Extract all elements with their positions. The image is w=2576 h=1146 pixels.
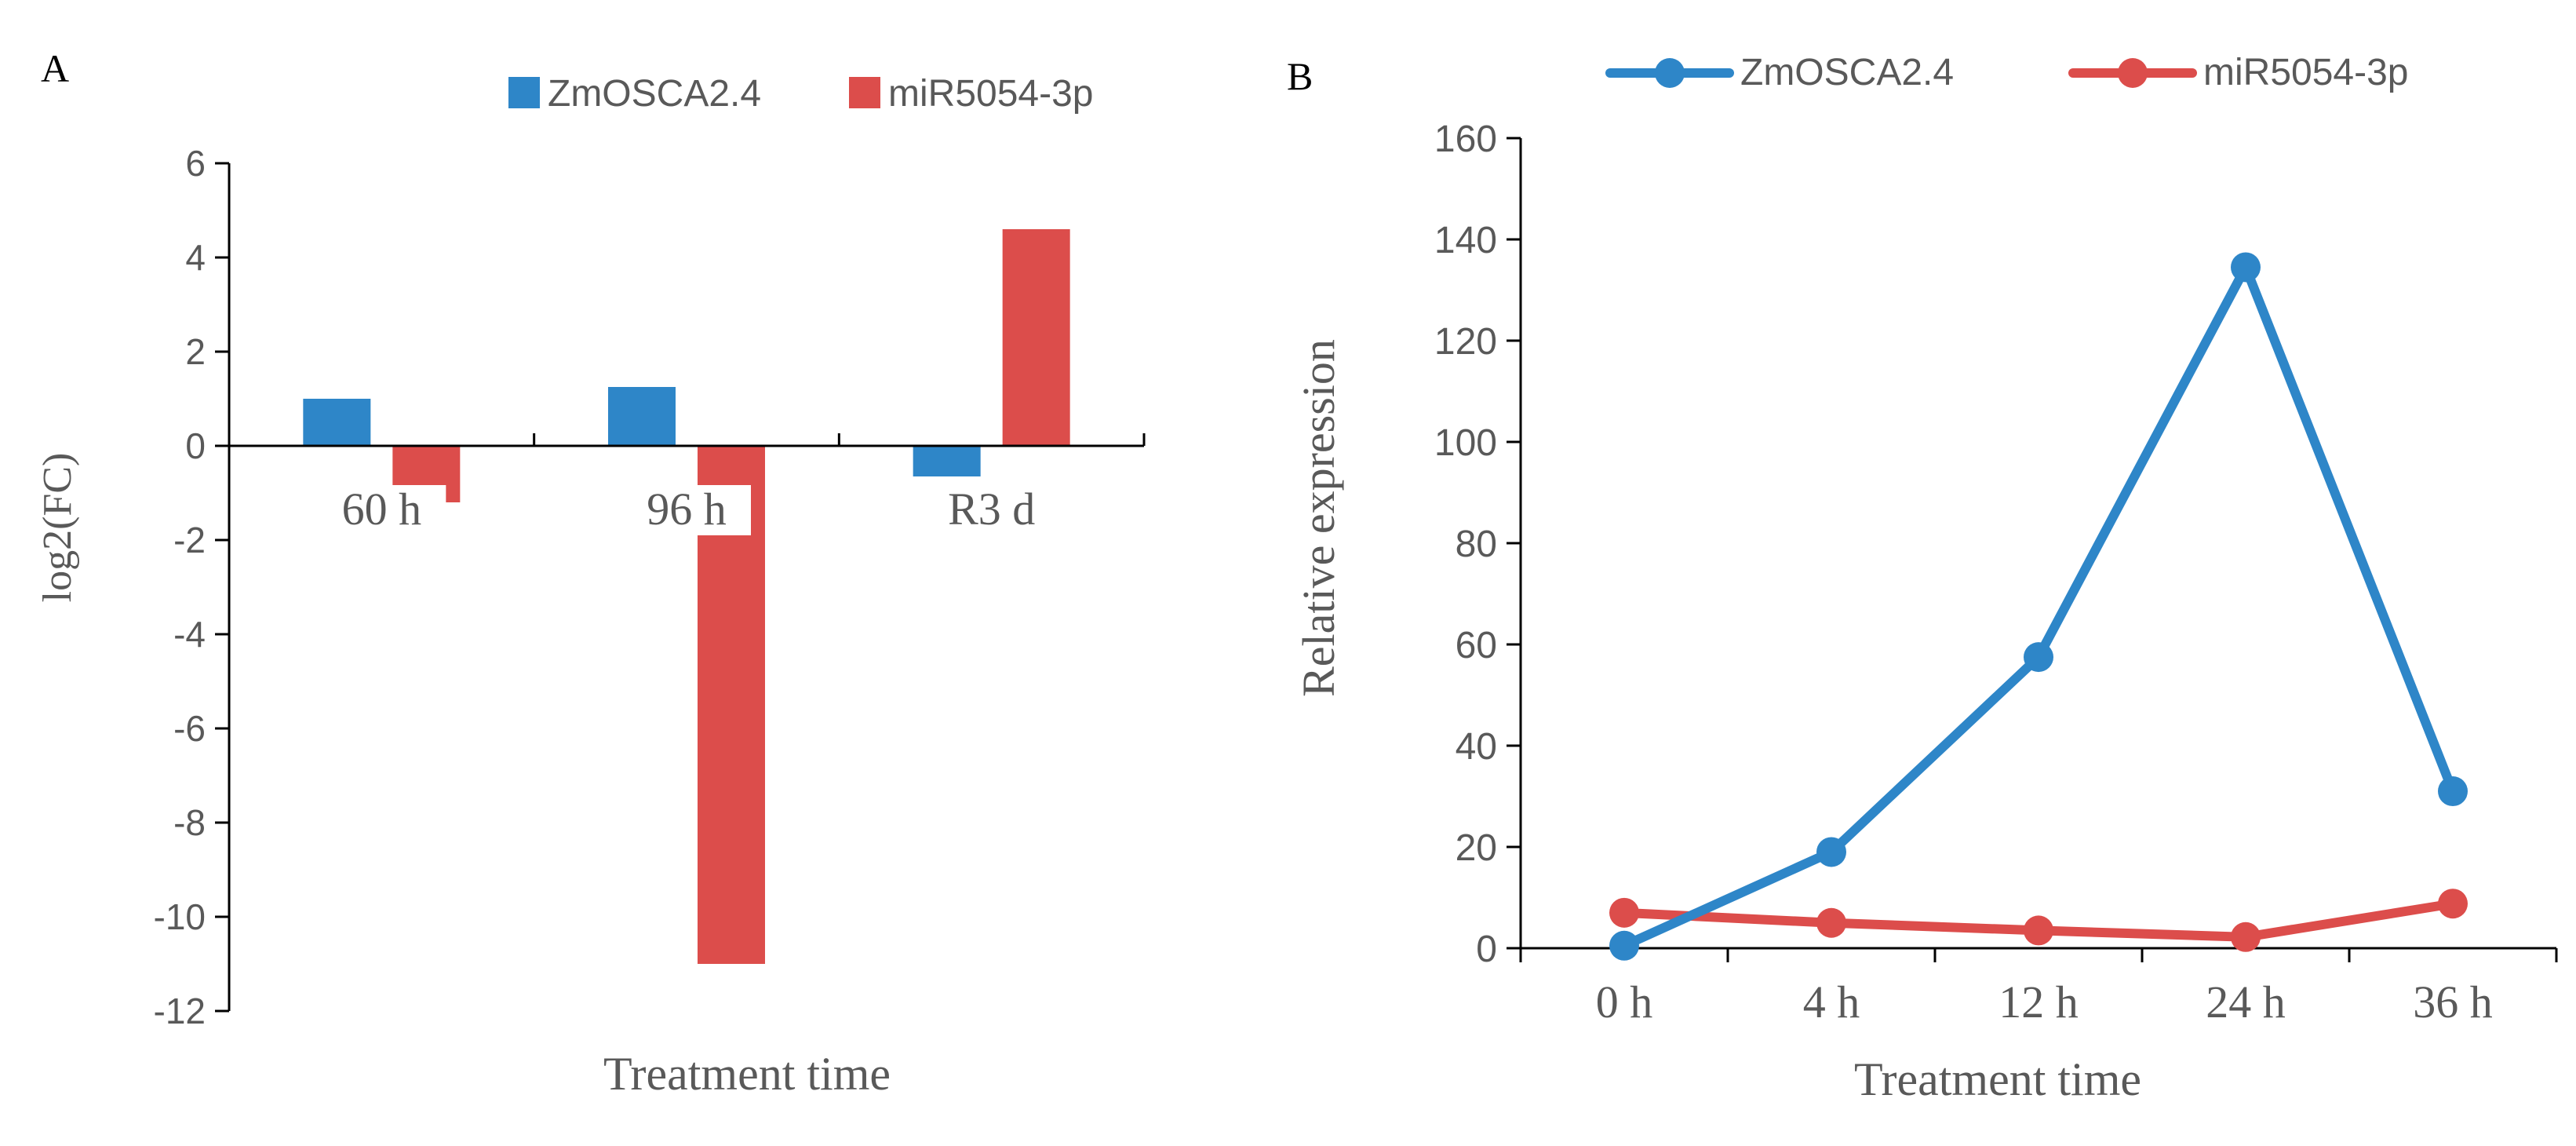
x-tick-label: R3 d	[948, 484, 1035, 535]
legend-label-zmosca: ZmOSCA2.4	[1740, 52, 1954, 93]
bar-mir-r3-d	[1002, 229, 1070, 446]
panel-a-legend: ZmOSCA2.4 miR5054-3p	[508, 73, 1093, 115]
y-tick-label: 0	[185, 425, 206, 466]
bar-zmosca-60-h	[303, 399, 371, 446]
panel-a-plot-area: 6 4 2 0 -2 -4 -6 -8 -10 -12 60 h 96 h R3 d	[154, 143, 1146, 1031]
y-tick-label: -8	[173, 802, 206, 843]
point-mir-0-h	[1609, 897, 1639, 928]
y-tick-label: 6	[185, 143, 206, 184]
y-tick-label: -2	[173, 520, 206, 560]
y-tick-label: 20	[1456, 827, 1497, 869]
panel-a-x-axis-title: Treatment time	[603, 1048, 891, 1100]
panel-b-label: B	[1287, 54, 1313, 98]
panel-a-label: A	[41, 46, 69, 90]
legend-swatch-zmosca	[508, 77, 540, 108]
panel-b-x-axis-title: Treatment time	[1854, 1053, 2141, 1105]
point-zmosca-0-h	[1609, 930, 1639, 961]
y-tick-label: 2	[185, 331, 206, 372]
bar-zmosca-r3-d	[913, 446, 981, 476]
y-tick-label: 100	[1434, 422, 1497, 464]
x-tick-label: 60 h	[342, 484, 422, 535]
point-zmosca-36-h	[2438, 776, 2468, 807]
y-tick-label: -12	[154, 991, 206, 1031]
y-tick-label: -10	[154, 896, 206, 937]
panel-b-legend: ZmOSCA2.4 miR5054-3p	[1605, 52, 2408, 93]
panel-b-line-chart: B ZmOSCA2.4 miR5054-3p 0 20 40 60 80 100 120 14…	[1287, 52, 2558, 1105]
point-mir-4-h	[1816, 907, 1846, 938]
y-tick-label: 80	[1456, 524, 1497, 565]
x-tick-label: 4 h	[1803, 976, 1860, 1027]
legend-label-mir: miR5054-3p	[888, 73, 1093, 115]
legend-marker-zmosca	[1655, 58, 1685, 88]
y-tick-label: 60	[1456, 625, 1497, 666]
point-mir-24-h	[2231, 922, 2261, 952]
point-zmosca-4-h	[1816, 837, 1846, 867]
bar-zmosca-96-h	[608, 387, 676, 446]
series-line-zmosca	[1620, 262, 2458, 951]
point-zmosca-24-h	[2231, 252, 2261, 283]
y-tick-label: 140	[1434, 220, 1497, 261]
legend-marker-mir	[2118, 58, 2148, 88]
legend-swatch-mir	[849, 77, 880, 108]
y-tick-label: -6	[173, 708, 206, 749]
x-tick-label-background	[927, 485, 1056, 535]
y-tick-label: 4	[185, 237, 206, 278]
x-tick-label-background	[622, 485, 751, 535]
panel-a-y-axis-title: log2(FC)	[35, 453, 80, 603]
point-zmosca-12-h	[2024, 642, 2053, 673]
legend-label-mir: miR5054-3p	[2203, 52, 2408, 93]
panel-a-bar-chart: A ZmOSCA2.4 miR5054-3p 6 4 2 0 -2 -4 -6 -8 -10 -1…	[35, 46, 1146, 1100]
x-tick-label: 12 h	[1998, 976, 2079, 1027]
x-tick-label: 0 h	[1596, 976, 1653, 1027]
y-tick-label: 40	[1456, 726, 1497, 768]
x-tick-label: 36 h	[2413, 976, 2493, 1027]
point-mir-36-h	[2438, 889, 2468, 919]
panel-b-plot-area: 0 20 40 60 80 100 120 140 160 0 h 4 h 12 h 24 h 36 h	[1434, 119, 2558, 1027]
x-tick-label: 24 h	[2206, 976, 2286, 1027]
point-mir-12-h	[2024, 915, 2053, 946]
y-tick-label: 120	[1434, 321, 1497, 363]
x-tick-label-background	[317, 485, 446, 535]
legend-label-zmosca: ZmOSCA2.4	[548, 73, 761, 115]
panel-b-y-axis-title: Relative expression	[1293, 339, 1344, 697]
x-tick-label: 96 h	[647, 484, 727, 535]
y-tick-label: 160	[1434, 119, 1497, 160]
y-tick-label: -4	[173, 614, 206, 655]
y-tick-label: 0	[1476, 929, 1497, 970]
